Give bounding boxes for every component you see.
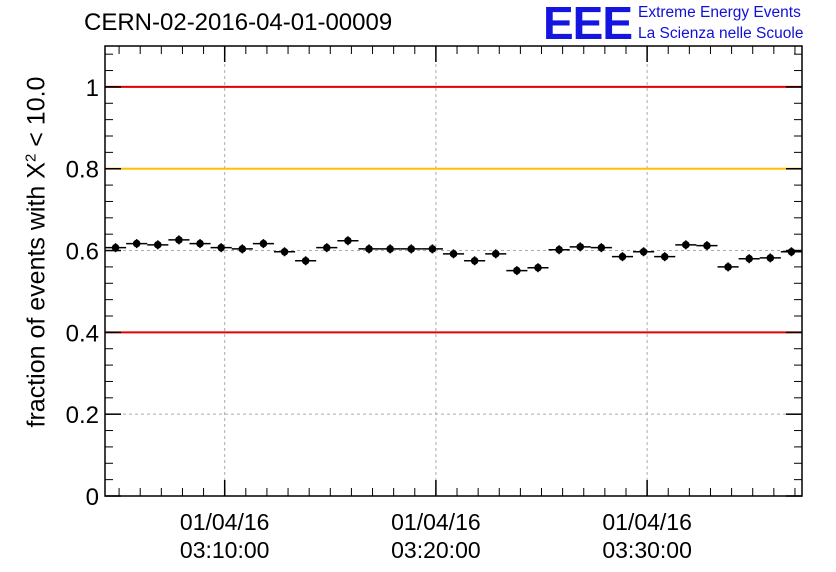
y-axis-label-suffix: < 10.0 — [22, 76, 51, 154]
data-point — [576, 243, 585, 251]
data-point — [132, 239, 141, 248]
data-point — [259, 239, 268, 248]
plot-frame — [104, 45, 803, 497]
data-point — [428, 245, 437, 253]
data-point — [196, 239, 204, 248]
logo-line-1: Extreme Energy Events — [638, 4, 801, 21]
chart-title: CERN-02-2016-04-01-00009 — [84, 9, 393, 36]
y-tick-label: 0 — [86, 484, 99, 511]
y-axis-label-prefix: fraction of events with — [22, 178, 51, 428]
data-point — [555, 245, 563, 254]
data-point — [301, 256, 310, 265]
data-point — [660, 252, 669, 261]
data-point — [491, 250, 500, 258]
data-point — [217, 243, 225, 252]
data-point — [175, 236, 183, 244]
data-point — [682, 241, 690, 249]
data-point — [238, 245, 247, 253]
eee-logo: EEE Extreme Energy Events La Scienza nel… — [543, 0, 831, 49]
data-point — [724, 263, 732, 271]
data-point — [154, 241, 162, 249]
data-point — [703, 241, 711, 250]
y-axis-label-symbol: X — [22, 162, 51, 179]
data-point — [407, 245, 416, 253]
data-point — [365, 245, 373, 253]
data-point — [386, 245, 394, 253]
data-point — [111, 243, 120, 252]
data-point — [280, 247, 289, 256]
x-tick-label-time: 03:30:00 — [602, 537, 692, 563]
y-tick-label: 0.8 — [66, 157, 99, 184]
x-tick-label-date: 01/04/16 — [180, 509, 270, 535]
data-point — [449, 250, 458, 258]
data-point — [322, 243, 331, 252]
logo-mark: EEE — [543, 0, 633, 49]
data-point — [470, 256, 479, 265]
y-tick-label: 0.4 — [66, 320, 99, 347]
logo-line-2: La Scienza nelle Scuole — [638, 25, 804, 42]
x-tick-label-date: 01/04/16 — [602, 509, 692, 535]
data-point — [534, 263, 542, 272]
y-tick-label: 1 — [86, 75, 99, 102]
data-point — [597, 243, 606, 252]
data-point — [344, 236, 352, 245]
x-tick-label-time: 03:20:00 — [391, 537, 481, 563]
y-axis-label-exponent: 2 — [22, 153, 40, 163]
data-point — [745, 254, 753, 263]
y-axis-label: fraction of events with X2 < 10.0 — [22, 77, 51, 428]
data-point — [639, 247, 648, 256]
x-tick-label-time: 03:10:00 — [180, 537, 270, 563]
data-point — [766, 254, 775, 262]
y-tick-label: 0.2 — [66, 402, 99, 429]
data-point — [787, 247, 796, 256]
x-tick-label-date: 01/04/16 — [391, 509, 481, 535]
data-point — [513, 266, 521, 275]
y-tick-label: 0.6 — [66, 239, 99, 266]
data-point — [618, 252, 627, 261]
